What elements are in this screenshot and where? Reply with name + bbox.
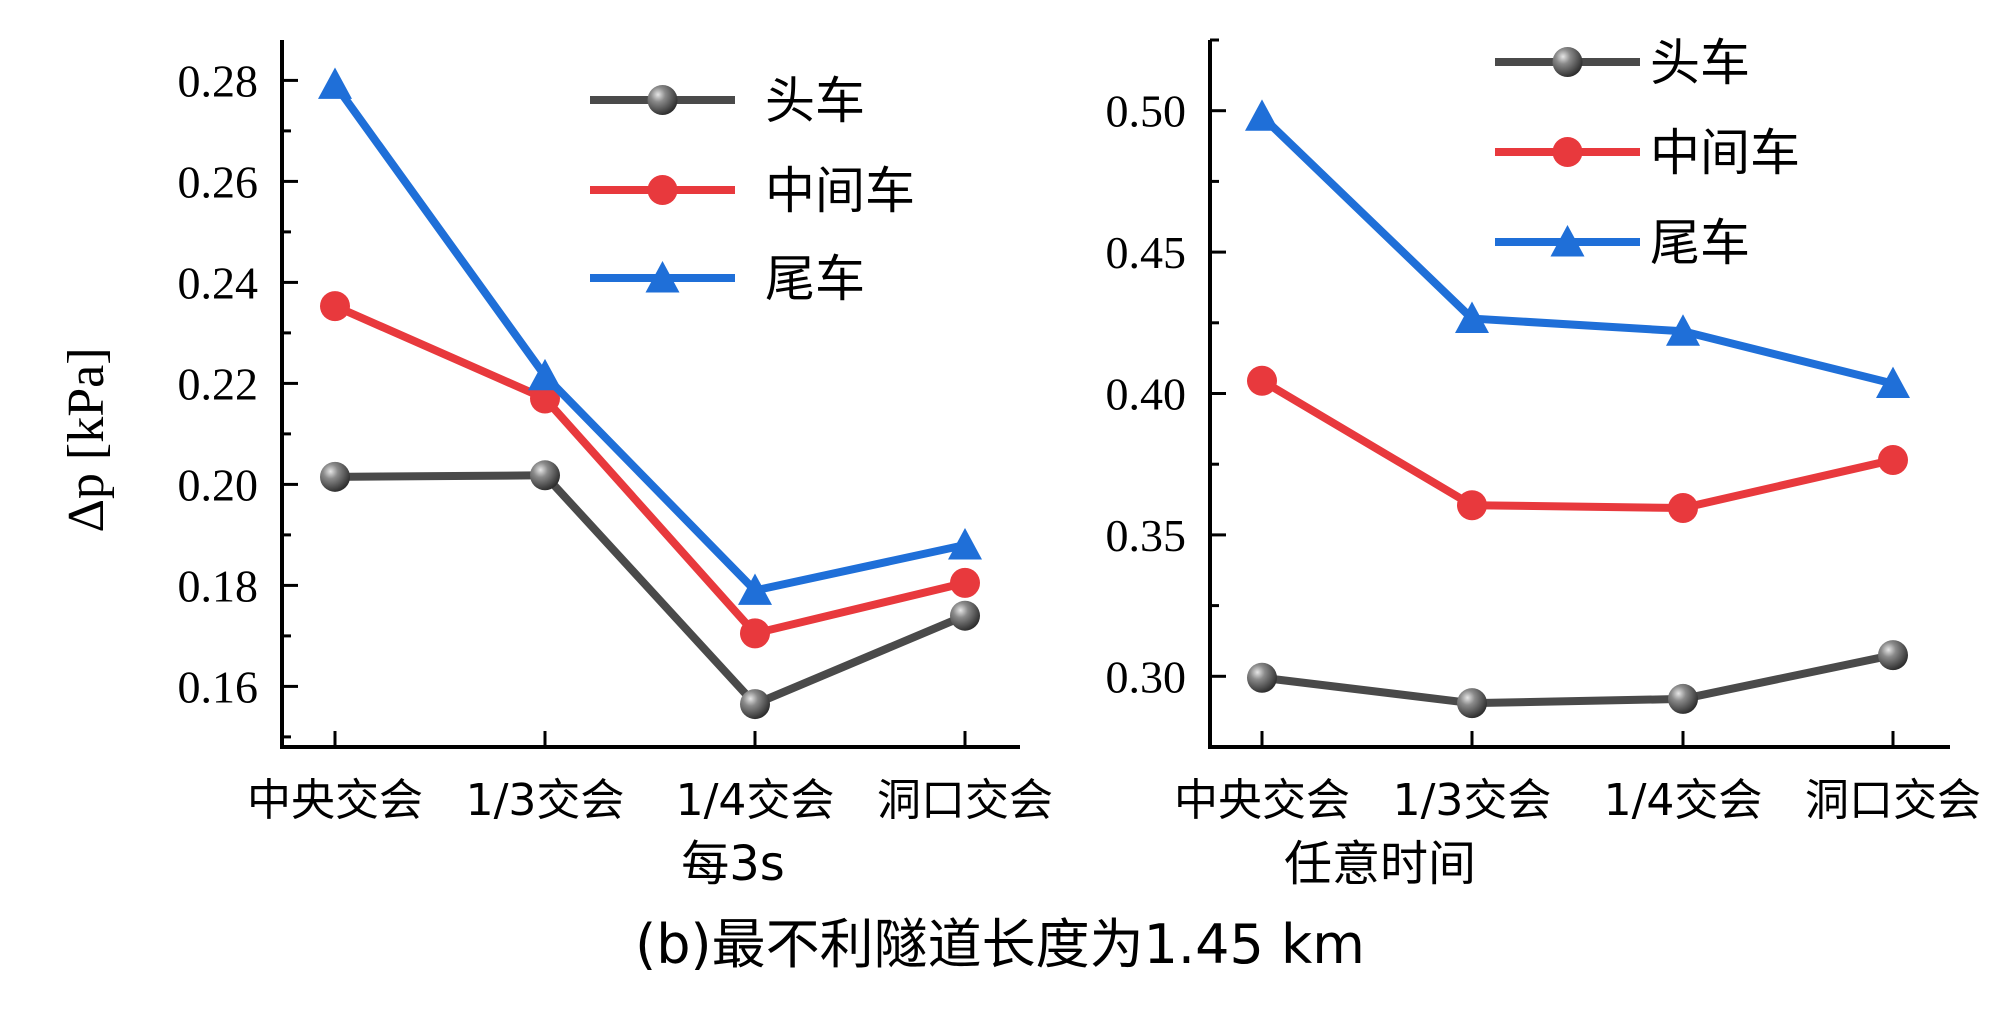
data-point xyxy=(320,461,350,492)
series-line xyxy=(1259,377,1894,513)
series-line xyxy=(334,471,967,709)
data-point xyxy=(950,600,980,631)
y-tick-label: 0.22 xyxy=(178,358,259,409)
data-point xyxy=(948,528,982,560)
x-axis-title: 任意时间 xyxy=(1284,836,1476,892)
figure-caption: (b)最不利隧道长度为1.45 km xyxy=(635,913,1365,976)
chart-left: 0.16 0.18 0.20 0.22 0.24 0.26 0.28 中央交会 1/3交会 1/4… xyxy=(178,40,1053,892)
y-tick-label: 0.50 xyxy=(1106,86,1187,137)
data-point xyxy=(738,573,772,605)
data-point xyxy=(1247,365,1277,396)
legend-marker xyxy=(1552,137,1583,167)
data-point xyxy=(740,618,770,649)
series-line xyxy=(1259,113,1894,388)
data-point xyxy=(740,689,770,720)
y-tick-label: 0.28 xyxy=(178,55,259,106)
y-tick-label: 0.24 xyxy=(178,257,259,308)
legend-marker xyxy=(1550,225,1585,257)
y-tick-label: 0.40 xyxy=(1106,369,1187,420)
legend-marker xyxy=(647,85,678,115)
series-line xyxy=(333,302,966,638)
series-line xyxy=(331,82,966,595)
data-point xyxy=(1668,493,1698,524)
x-tick-label: 1/3交会 xyxy=(1393,775,1552,826)
data-point xyxy=(1878,640,1908,671)
data-point xyxy=(1247,662,1277,693)
data-point xyxy=(320,291,350,322)
y-tick-label: 0.30 xyxy=(1106,651,1187,702)
data-point xyxy=(1457,688,1487,719)
data-point xyxy=(530,383,560,414)
legend-label: 中间车 xyxy=(1650,124,1800,182)
legend-marker xyxy=(645,261,680,293)
y-axis-title: Δp [kPa] xyxy=(58,347,115,532)
data-point xyxy=(1245,99,1279,131)
x-axis-title: 每3s xyxy=(681,836,785,892)
legend-label: 头车 xyxy=(1650,34,1750,92)
y-tick-label: 0.35 xyxy=(1106,510,1187,561)
data-point xyxy=(1876,366,1910,399)
data-point xyxy=(1457,490,1487,521)
data-point xyxy=(318,67,352,99)
x-tick-label: 1/4交会 xyxy=(676,775,835,826)
data-point xyxy=(1668,683,1698,714)
legend-marker xyxy=(1552,47,1583,77)
y-tick-label: 0.16 xyxy=(178,661,259,712)
data-point xyxy=(1878,444,1908,475)
legend-marker xyxy=(647,175,678,205)
x-tick-label: 洞口交会 xyxy=(1805,775,1981,826)
data-point xyxy=(950,567,980,598)
x-tick-label: 中央交会 xyxy=(1174,775,1350,826)
x-tick-label: 1/4交会 xyxy=(1604,775,1763,826)
legend-label: 中间车 xyxy=(765,162,915,220)
series-line xyxy=(1261,651,1894,708)
y-tick-label: 0.20 xyxy=(178,459,259,510)
legend-label: 尾车 xyxy=(765,250,865,308)
x-tick-label: 洞口交会 xyxy=(877,775,1053,826)
x-tick-label: 1/3交会 xyxy=(466,775,625,826)
data-point xyxy=(1666,314,1700,346)
chart-right: 0.30 0.35 0.40 0.45 0.50 中央交会 1/3交会 1/4交会 洞口交会任意… xyxy=(1106,34,1982,892)
y-tick-label: 0.18 xyxy=(178,560,259,611)
data-point xyxy=(1455,301,1489,334)
x-tick-label: 中央交会 xyxy=(247,775,423,826)
data-point xyxy=(530,460,560,491)
data-point xyxy=(528,358,562,391)
legend-label: 尾车 xyxy=(1650,214,1750,272)
y-tick-label: 0.45 xyxy=(1106,227,1187,278)
legend-label: 头车 xyxy=(765,72,865,130)
y-tick-label: 0.26 xyxy=(178,156,259,207)
